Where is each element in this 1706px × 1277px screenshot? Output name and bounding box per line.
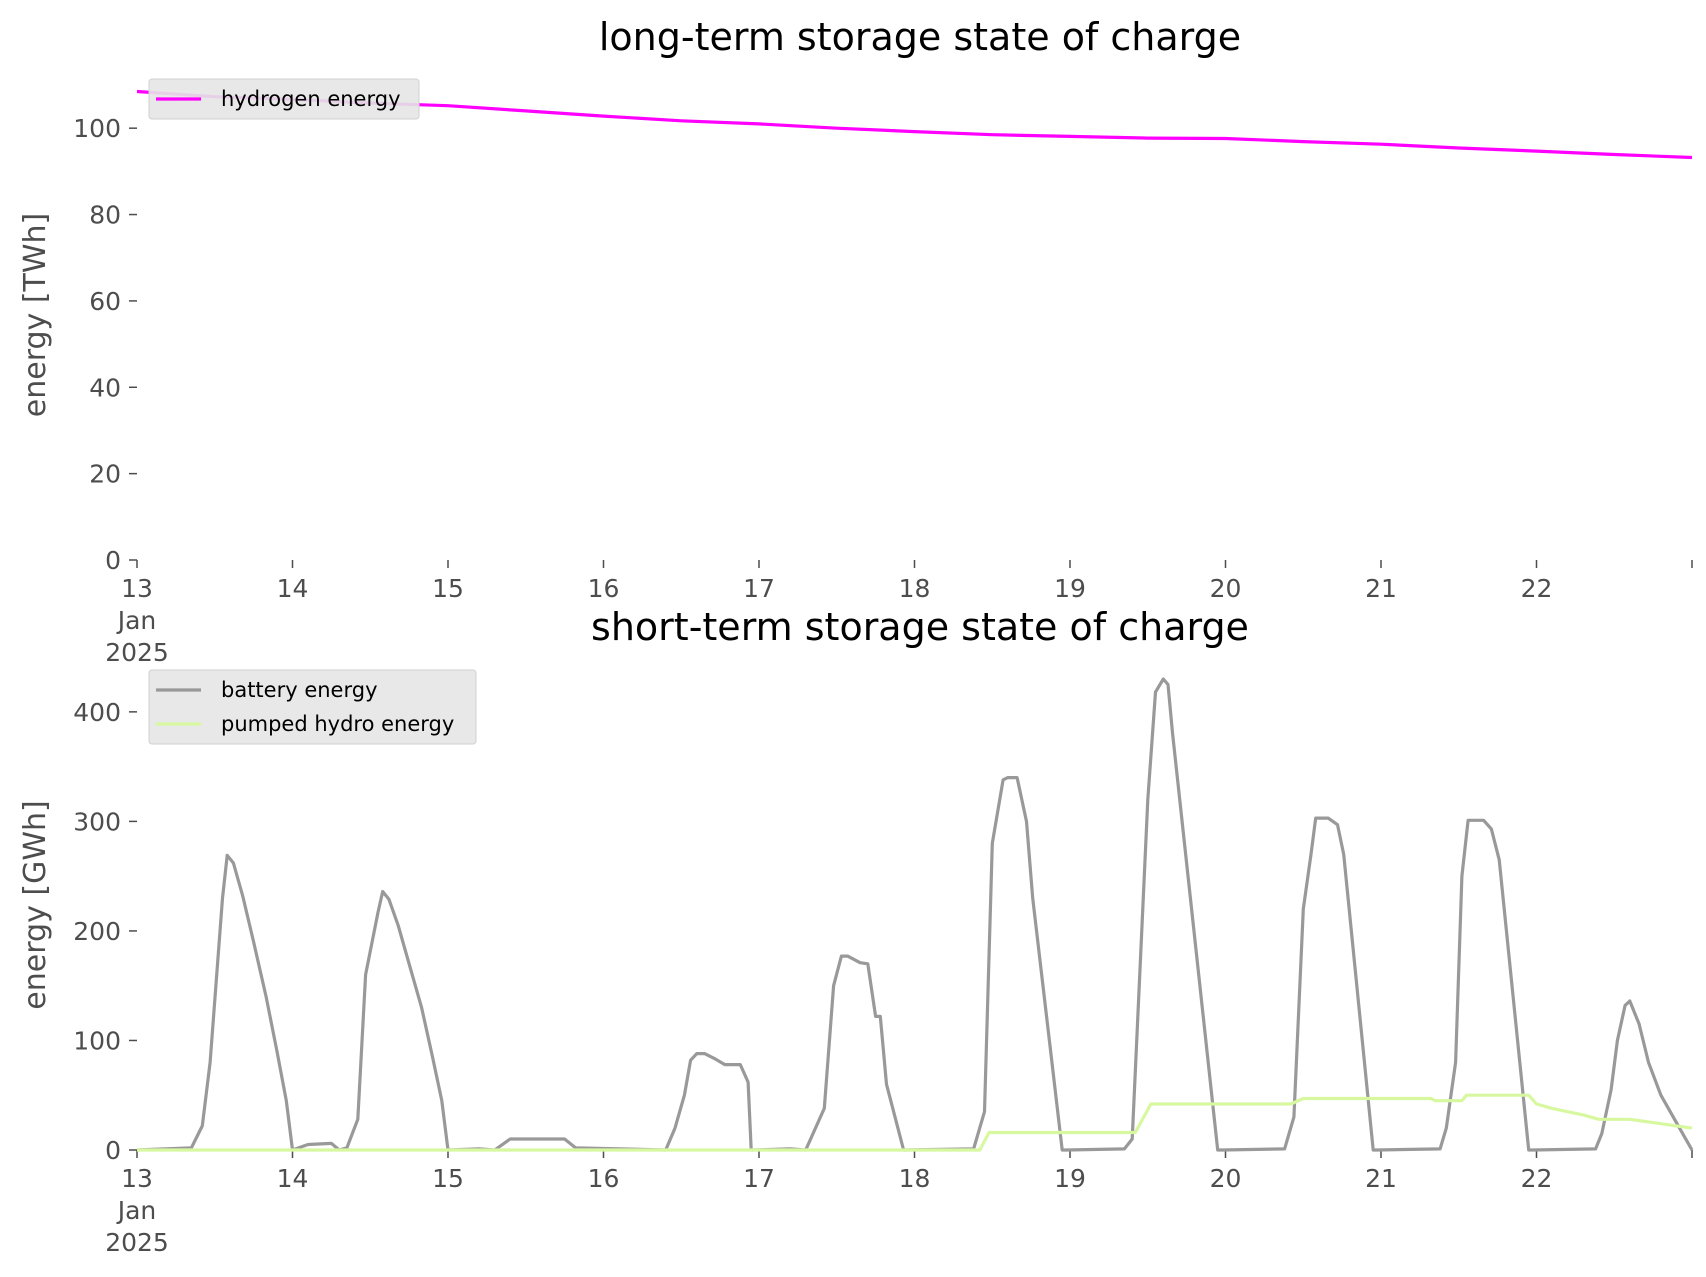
x-tick-label: 14 xyxy=(277,1164,309,1193)
y-ticks: 0 20 40 60 80 100 xyxy=(73,114,137,575)
y-tick-label: 100 xyxy=(73,114,121,143)
y-tick-label: 100 xyxy=(73,1026,121,1055)
y-tick-label: 60 xyxy=(89,287,121,316)
y-tick-label: 80 xyxy=(89,201,121,230)
x-tick-label: 18 xyxy=(899,574,931,603)
legend-label: battery energy xyxy=(221,678,378,702)
x-tick-label: 13 xyxy=(121,574,153,603)
y-ticks: 0 100 200 300 400 xyxy=(73,698,137,1165)
short-term-chart: short-term storage state of charge energ… xyxy=(18,605,1694,1257)
x-ticks: 13 Jan 2025 14 15 16 17 18 19 20 21 22 xyxy=(105,1150,1693,1257)
y-tick-label: 20 xyxy=(89,460,121,489)
x-tick-label: 19 xyxy=(1054,1164,1086,1193)
y-tick-label: 0 xyxy=(105,546,121,575)
x-tick-label: 2025 xyxy=(105,638,169,667)
x-tick-label: 19 xyxy=(1054,574,1086,603)
x-tick-label: 14 xyxy=(277,574,309,603)
x-tick-label: 21 xyxy=(1365,1164,1397,1193)
y-axis-label: energy [TWh] xyxy=(18,213,53,417)
legend: hydrogen energy xyxy=(148,78,420,120)
y-tick-label: 300 xyxy=(73,807,121,836)
x-tick-label: Jan xyxy=(116,1196,157,1225)
x-tick-label: 15 xyxy=(432,574,464,603)
x-tick-label: 17 xyxy=(743,1164,775,1193)
chart-title: short-term storage state of charge xyxy=(591,605,1249,649)
legend: battery energy pumped hydro energy xyxy=(148,669,477,745)
y-tick-label: 0 xyxy=(105,1136,121,1165)
x-tick-label: 16 xyxy=(588,574,620,603)
x-tick-label: 13 xyxy=(121,1164,153,1193)
x-tick-label: 21 xyxy=(1365,574,1397,603)
y-tick-label: 200 xyxy=(73,917,121,946)
series-layer xyxy=(136,677,1694,1152)
chart-title: long-term storage state of charge xyxy=(599,15,1241,59)
x-tick-label: 20 xyxy=(1210,574,1242,603)
x-tick-label: 22 xyxy=(1521,574,1553,603)
x-tick-label: 17 xyxy=(743,574,775,603)
x-tick-label: 22 xyxy=(1521,1164,1553,1193)
legend-box xyxy=(148,669,477,745)
y-axis-label: energy [GWh] xyxy=(18,800,53,1009)
series-line xyxy=(137,1093,1693,1152)
long-term-chart: long-term storage state of charge energy… xyxy=(18,15,1693,667)
y-tick-label: 400 xyxy=(73,698,121,727)
legend-box xyxy=(148,78,420,120)
x-tick-label: 20 xyxy=(1210,1164,1242,1193)
x-tick-label: Jan xyxy=(116,606,157,635)
y-tick-label: 40 xyxy=(89,373,121,402)
legend-label: pumped hydro energy xyxy=(221,712,454,736)
x-tick-label: 2025 xyxy=(105,1228,169,1257)
legend-label: hydrogen energy xyxy=(221,87,401,111)
x-tick-label: 15 xyxy=(432,1164,464,1193)
x-tick-label: 16 xyxy=(588,1164,620,1193)
x-tick-label: 18 xyxy=(899,1164,931,1193)
series-line xyxy=(136,677,1694,1152)
x-ticks: 13 Jan 2025 14 15 16 17 18 19 20 21 22 xyxy=(105,560,1693,667)
